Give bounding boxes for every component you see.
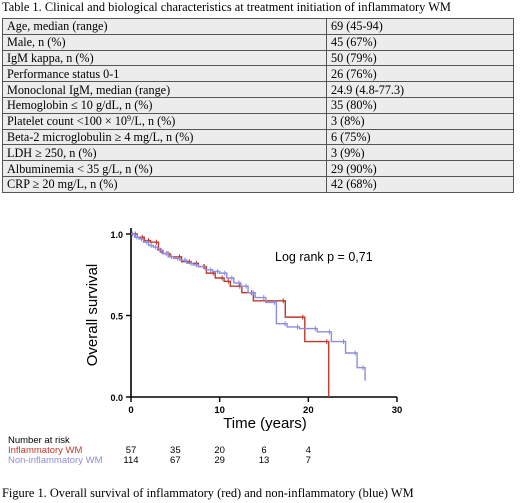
risk-count: 4	[306, 445, 311, 456]
log-rank-annotation: Log rank p = 0,71	[275, 250, 373, 264]
risk-count: 29	[214, 455, 225, 466]
row-label: Monoclonal IgM, median (range)	[2, 81, 327, 98]
row-label: Hemoglobin ≤ 10 g/dL, n (%)	[2, 96, 327, 114]
table-row: Platelet count <100 × 109/L, n (%) 3 (8%)	[2, 112, 514, 130]
x-tick-label: 0	[128, 405, 133, 416]
row-value: 42 (68%)	[326, 175, 514, 193]
row-label: Age, median (range)	[2, 18, 327, 35]
row-value: 50 (79%)	[326, 49, 514, 67]
x-tick-label: 20	[303, 405, 314, 416]
table-row: Hemoglobin ≤ 10 g/dL, n (%) 35 (80%)	[2, 96, 514, 114]
row-value: 35 (80%)	[326, 96, 514, 114]
row-value: 45 (67%)	[326, 33, 514, 51]
risk-count: 67	[170, 455, 181, 466]
table-row: Performance status 0-1 26 (76%)	[2, 65, 514, 83]
y-tick-label: 0.0	[110, 393, 123, 403]
row-value: 6 (75%)	[326, 128, 514, 146]
risk-title: Number at risk	[8, 435, 70, 446]
y-axis-label: Overall survival	[84, 264, 101, 367]
risk-count: 7	[306, 455, 311, 466]
row-label: Performance status 0-1	[2, 65, 327, 83]
row-value: 26 (76%)	[326, 65, 514, 83]
risk-count: 6	[261, 445, 266, 456]
y-tick-label: 1.0	[110, 230, 123, 240]
table-row: LDH ≥ 250, n (%) 3 (9%)	[2, 144, 514, 162]
chart-axes: 0.0 0.5 1.0 0 10 20 30	[110, 228, 402, 416]
characteristics-table: Age, median (range) 69 (45-94) Male, n (%)…	[2, 18, 514, 193]
non-inflammatory-survival-line	[131, 233, 366, 381]
risk-count: 114	[123, 455, 138, 466]
row-label: LDH ≥ 250, n (%)	[2, 144, 327, 162]
row-value: 3 (8%)	[326, 112, 514, 130]
row-label: Albuminemia < 35 g/L, n (%)	[2, 160, 327, 177]
survival-lines	[131, 231, 366, 397]
risk-count: 13	[259, 455, 270, 466]
table-row: Albuminemia < 35 g/L, n (%) 29 (90%)	[2, 160, 514, 177]
row-label: Platelet count <100 × 109/L, n (%)	[2, 112, 327, 130]
table-row: CRP ≥ 20 mg/L, n (%) 42 (68%)	[2, 175, 514, 193]
risk-row-label: Inflammatory WM	[8, 445, 83, 456]
row-label: CRP ≥ 20 mg/L, n (%)	[2, 175, 327, 193]
risk-count: 35	[170, 445, 181, 456]
risk-count: 20	[214, 445, 225, 456]
x-tick-label: 10	[214, 405, 225, 416]
risk-count: 57	[126, 445, 137, 456]
figure-caption: Figure 1. Overall survival of inflammato…	[2, 486, 414, 500]
row-label: Male, n (%)	[2, 33, 327, 51]
row-value: 3 (9%)	[326, 144, 514, 162]
x-axis-label: Time (years)	[223, 415, 307, 432]
row-value: 69 (45-94)	[326, 18, 514, 35]
y-tick-label: 0.5	[110, 312, 123, 322]
table-row: Male, n (%) 45 (67%)	[2, 33, 514, 51]
risk-row-label: Non-inflammatory WM	[8, 455, 103, 466]
table-row: Monoclonal IgM, median (range) 24.9 (4.8-…	[2, 81, 514, 98]
table-row: IgM kappa, n (%) 50 (79%)	[2, 49, 514, 67]
x-tick-label: 30	[392, 405, 403, 416]
table-row: Age, median (range) 69 (45-94)	[2, 18, 514, 35]
table-caption: Table 1. Clinical and biological charact…	[2, 0, 451, 14]
